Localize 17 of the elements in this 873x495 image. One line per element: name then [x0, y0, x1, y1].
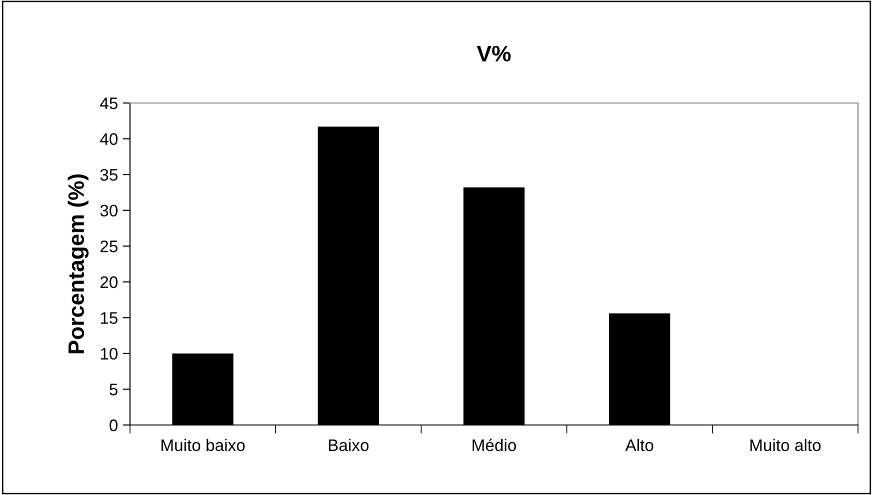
y-tick-label: 35	[100, 168, 118, 181]
y-axis-title: Porcentagem (%)	[68, 174, 89, 354]
y-tick-label: 30	[100, 204, 118, 217]
x-tick-label: Baixo	[328, 438, 369, 452]
y-tick-label: 0	[110, 419, 118, 432]
y-tick-label: 45	[100, 98, 118, 110]
y-tick-label: 5	[110, 384, 118, 396]
y-tick-label: 25	[100, 240, 118, 252]
y-tick-label: 20	[100, 276, 118, 288]
y-tick-label: 40	[100, 133, 118, 145]
chart-title: V%	[476, 46, 511, 62]
y-tick-label: 15	[100, 312, 118, 324]
x-tick-label: Muito alto	[750, 438, 821, 452]
x-tick-label: Médio	[472, 438, 516, 452]
x-tick-label: Alto	[625, 438, 654, 452]
y-tick-label: 10	[100, 348, 118, 360]
x-tick-label: Muito baixo	[162, 438, 245, 452]
